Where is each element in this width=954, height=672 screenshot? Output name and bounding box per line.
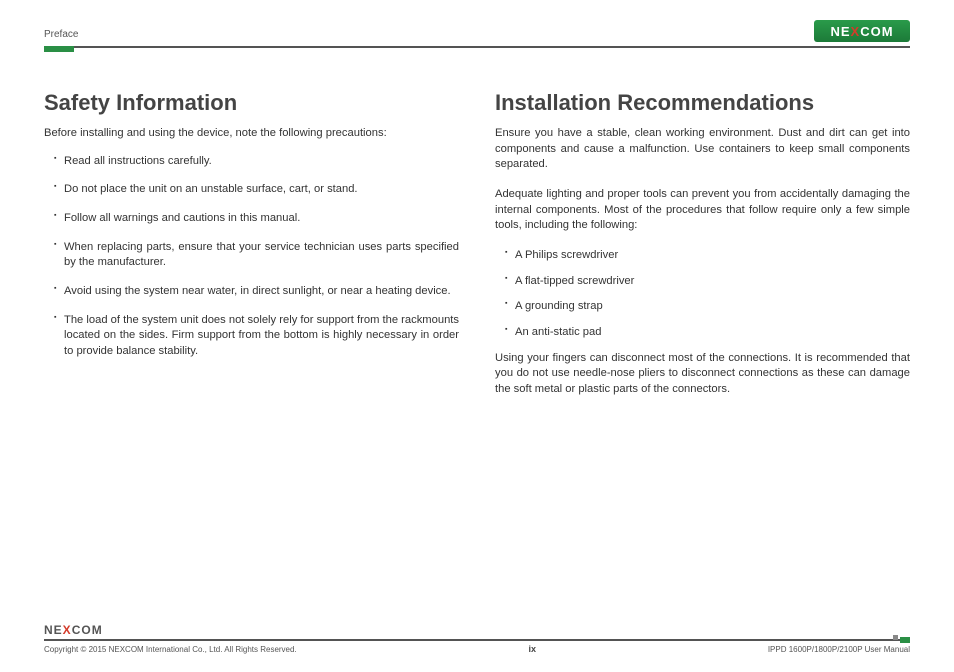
doc-reference: IPPD 1600P/1800P/2100P User Manual — [768, 645, 910, 654]
header-rule — [44, 46, 910, 48]
safety-intro: Before installing and using the device, … — [44, 126, 459, 142]
list-item: Read all instructions carefully. — [54, 154, 459, 170]
brand-logo-top: NEXCOM — [814, 20, 910, 42]
section-label: Preface — [44, 29, 78, 42]
list-item: A grounding strap — [505, 299, 910, 315]
logo-text-x: X — [851, 24, 861, 39]
logo-text-pre: NE — [830, 24, 850, 39]
list-item: When replacing parts, ensure that your s… — [54, 240, 459, 271]
logo-text-post: COM — [72, 623, 103, 637]
page-footer: NEXCOM Copyright © 2015 NEXCOM Internati… — [44, 623, 910, 654]
content-columns: Safety Information Before installing and… — [44, 90, 910, 412]
list-item: Follow all warnings and cautions in this… — [54, 211, 459, 227]
page-body: Preface NEXCOM Safety Information Before… — [0, 0, 954, 412]
footer-rule — [44, 639, 910, 641]
footer-square-icon — [893, 635, 898, 640]
logo-text-post: COM — [860, 24, 893, 39]
footer-row: Copyright © 2015 NEXCOM International Co… — [44, 644, 910, 654]
install-para-2: Adequate lighting and proper tools can p… — [495, 187, 910, 234]
page-header: Preface NEXCOM — [44, 20, 910, 42]
list-item: Avoid using the system near water, in di… — [54, 284, 459, 300]
left-column: Safety Information Before installing and… — [44, 90, 459, 412]
brand-logo-bottom: NEXCOM — [44, 623, 103, 637]
copyright-text: Copyright © 2015 NEXCOM International Co… — [44, 645, 297, 654]
footer-top: NEXCOM — [44, 623, 910, 637]
logo-text-x: X — [63, 623, 72, 637]
safety-bullets: Read all instructions carefully. Do not … — [44, 154, 459, 360]
install-title: Installation Recommendations — [495, 90, 910, 116]
list-item: The load of the system unit does not sol… — [54, 313, 459, 360]
install-para-3: Using your fingers can disconnect most o… — [495, 351, 910, 398]
install-para-1: Ensure you have a stable, clean working … — [495, 126, 910, 173]
list-item: An anti-static pad — [505, 325, 910, 341]
list-item: A flat-tipped screwdriver — [505, 274, 910, 290]
tools-bullets: A Philips screwdriver A flat-tipped scre… — [495, 248, 910, 341]
page-number: ix — [529, 644, 537, 654]
safety-title: Safety Information — [44, 90, 459, 116]
logo-text-pre: NE — [44, 623, 63, 637]
right-column: Installation Recommendations Ensure you … — [495, 90, 910, 412]
list-item: Do not place the unit on an unstable sur… — [54, 182, 459, 198]
list-item: A Philips screwdriver — [505, 248, 910, 264]
